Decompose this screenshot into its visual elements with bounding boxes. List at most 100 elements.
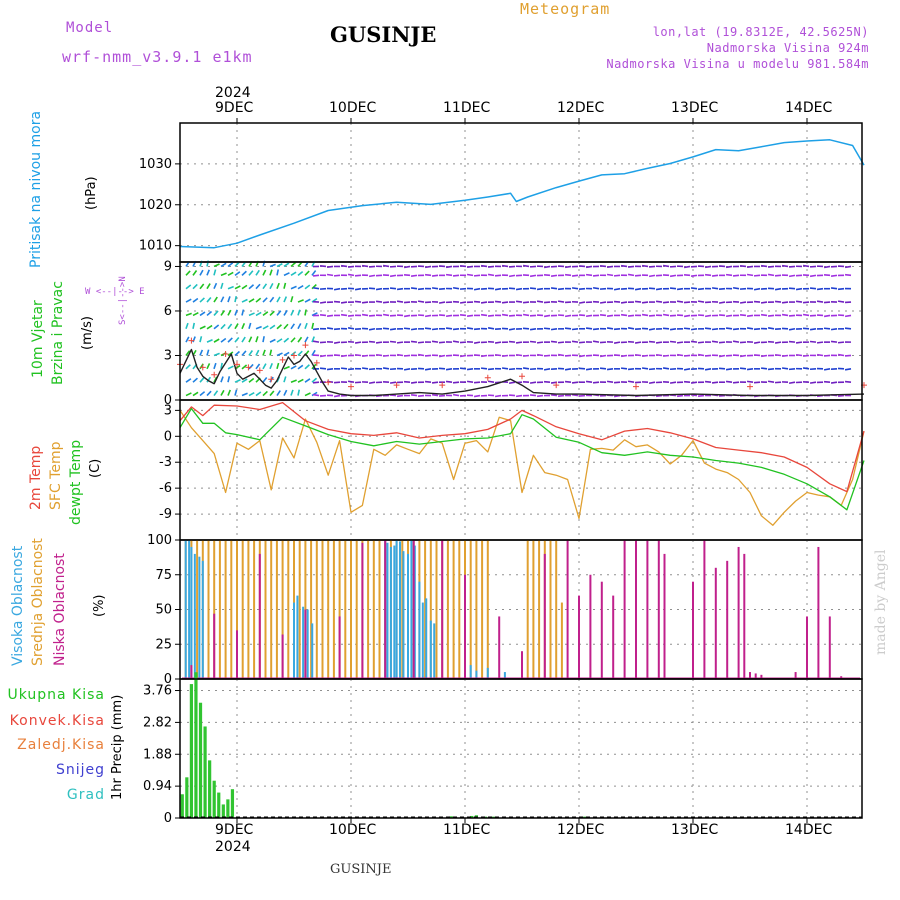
wind-barb xyxy=(354,354,362,357)
wind-barb xyxy=(578,287,586,291)
wind-gust-marker xyxy=(245,364,252,371)
wind-barb xyxy=(823,314,831,318)
wind-barb xyxy=(213,376,218,383)
wind-barb xyxy=(585,380,593,383)
wind-barb xyxy=(213,263,220,268)
wind-barb xyxy=(403,301,411,304)
wind-barb xyxy=(445,368,453,371)
wind-barb xyxy=(185,298,192,303)
wind-barb xyxy=(431,274,439,277)
wind-barb xyxy=(290,389,294,396)
wind-barb xyxy=(837,300,845,303)
wind-barb xyxy=(312,340,320,343)
wind-barb xyxy=(606,265,614,268)
cloud-low-bar xyxy=(566,540,569,679)
wind-barb xyxy=(269,362,273,370)
wind-barb xyxy=(683,368,691,371)
wind-barb xyxy=(627,265,635,268)
wind-barb xyxy=(304,322,308,330)
wind-barb xyxy=(711,381,719,384)
wind-barb xyxy=(361,313,369,317)
wind-barb xyxy=(613,354,621,357)
wind-barb xyxy=(304,378,311,383)
cloud-low-bar xyxy=(754,673,757,679)
wind-barb xyxy=(627,327,635,330)
wind-barb xyxy=(192,322,196,329)
wind-barb xyxy=(290,296,294,303)
ytick-label-5: 1.88 xyxy=(143,747,172,762)
date-label-top-1: 9DEC xyxy=(215,100,254,116)
wind-barb xyxy=(648,265,656,268)
wind-barb xyxy=(290,309,295,316)
wind-barb xyxy=(711,274,719,277)
cloud-high-bar xyxy=(293,602,295,679)
wind-barb xyxy=(641,354,649,358)
wind-barb xyxy=(550,327,558,331)
cloud-mid-bar xyxy=(315,540,318,679)
cloud-mid-bar xyxy=(207,540,210,679)
altitude-label: Nadmorska Visina 924m xyxy=(706,41,869,55)
wind-barb xyxy=(438,394,446,397)
wind-barb xyxy=(592,327,600,331)
wind-barb xyxy=(227,337,233,343)
wind-barb xyxy=(403,314,411,318)
cloud-low-bar xyxy=(703,540,706,679)
wind-barb xyxy=(206,283,211,290)
wind-barb xyxy=(431,393,439,397)
wind-barb xyxy=(823,368,831,371)
cloud-mid-bar xyxy=(378,540,381,679)
cloud-mid-bar xyxy=(350,540,352,679)
wind-barb xyxy=(234,336,240,343)
wind-barb xyxy=(732,286,740,290)
wind-barb xyxy=(613,287,621,291)
cloud-mid-bar xyxy=(332,540,335,679)
cloud-mid-bar xyxy=(367,540,370,679)
precip-bar xyxy=(189,684,193,818)
panel-frame-2 xyxy=(179,261,863,401)
wind-barb xyxy=(206,324,213,330)
cloud-mid-bar xyxy=(241,540,244,679)
wind-barb xyxy=(185,322,189,330)
wind-barb xyxy=(515,353,523,357)
wind-barb xyxy=(844,273,852,277)
wind-barb xyxy=(368,327,376,331)
wind-barb xyxy=(830,287,838,290)
wind-barb xyxy=(648,381,656,385)
wind-barb xyxy=(473,287,481,291)
cloud-mid-bar xyxy=(213,540,216,679)
wind-barb xyxy=(550,274,558,277)
ytick-label-5: 2.82 xyxy=(143,715,172,730)
cloud-low-bar xyxy=(726,560,729,679)
cloud-mid-bar xyxy=(526,540,529,679)
wind-barb xyxy=(213,296,218,303)
wind-barb xyxy=(199,325,206,330)
wind-barb xyxy=(571,274,579,277)
precip-frz-label: Zaledj.Kisa xyxy=(17,737,105,753)
cloud-low-bar xyxy=(806,616,808,679)
wind-barb xyxy=(739,354,747,358)
wind-barb xyxy=(676,300,684,303)
ytick-label-4: 50 xyxy=(155,603,172,618)
wind-barb xyxy=(241,378,248,383)
wind-barb xyxy=(592,340,600,343)
wind-barb xyxy=(311,349,316,356)
wind-barb xyxy=(718,301,726,304)
date-label-bottom-4: 12DEC xyxy=(557,822,605,838)
wind-barb xyxy=(753,354,761,357)
wind-barb xyxy=(487,314,495,317)
wind-barb xyxy=(746,273,754,277)
wind-barb xyxy=(459,301,467,304)
wind-barb xyxy=(220,389,225,396)
wind-barb xyxy=(823,327,831,330)
wind-barb xyxy=(459,354,467,358)
wind-barb xyxy=(669,327,677,331)
wind-barb xyxy=(753,274,761,277)
wind-barb xyxy=(620,264,628,268)
wind-gust-marker xyxy=(268,376,275,383)
wind-barb xyxy=(206,339,213,343)
precip-bar xyxy=(221,804,225,818)
wind-barb xyxy=(606,273,614,277)
wind-barb xyxy=(830,327,838,331)
wind-barb xyxy=(382,264,390,268)
cloud-low-bar xyxy=(578,595,580,679)
